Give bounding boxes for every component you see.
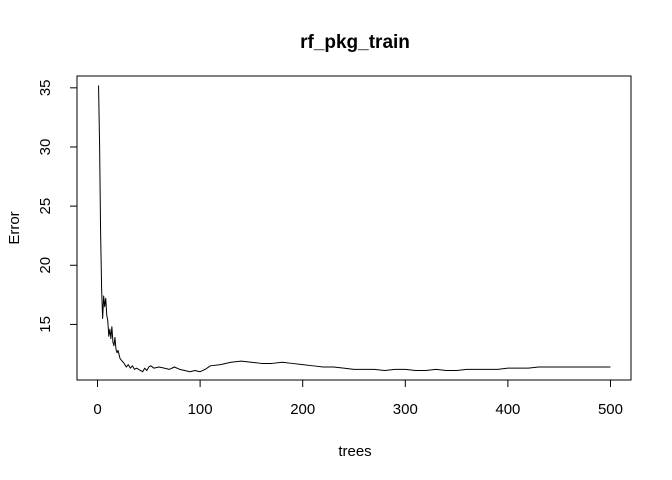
x-tick-label: 200 bbox=[290, 401, 315, 418]
x-tick-label: 400 bbox=[495, 401, 520, 418]
x-axis: 0 100 200 300 400 500 bbox=[93, 379, 623, 418]
y-axis: 15 20 25 30 35 bbox=[37, 79, 78, 333]
y-tick-label: 20 bbox=[37, 257, 54, 274]
y-axis-label: Error bbox=[6, 211, 23, 244]
y-tick-label: 30 bbox=[37, 139, 54, 156]
error-series-line bbox=[98, 85, 611, 373]
chart-title: rf_pkg_train bbox=[300, 32, 410, 53]
x-tick-label: 0 bbox=[93, 401, 101, 418]
y-tick-label: 25 bbox=[37, 198, 54, 215]
x-tick-label: 500 bbox=[598, 401, 623, 418]
plot-frame bbox=[76, 75, 632, 381]
x-tick-label: 100 bbox=[188, 401, 213, 418]
y-tick-label: 15 bbox=[37, 316, 54, 333]
y-tick-label: 35 bbox=[37, 79, 54, 96]
x-axis-label: trees bbox=[338, 443, 371, 460]
x-tick-label: 300 bbox=[393, 401, 418, 418]
